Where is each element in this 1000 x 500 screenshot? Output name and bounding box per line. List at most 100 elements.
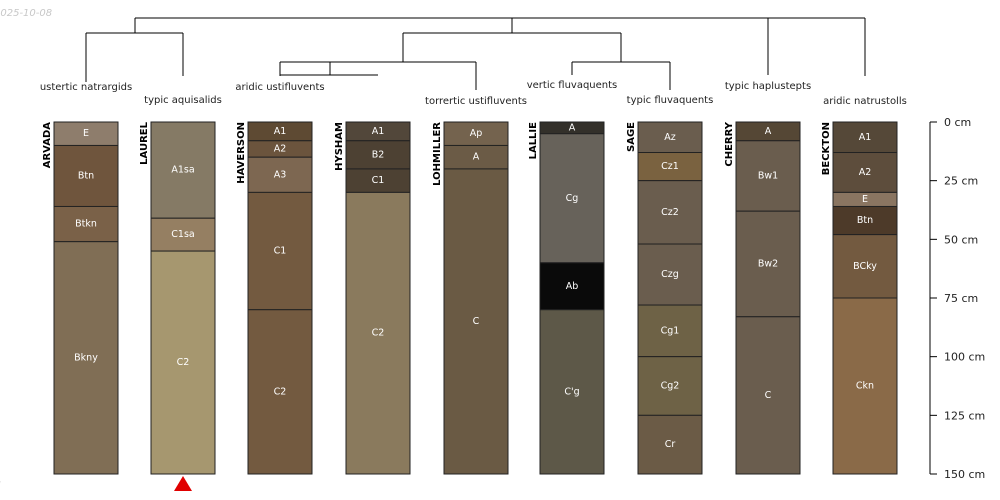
horizon-label: C bbox=[473, 316, 480, 327]
taxon-label: vertic fluvaquents bbox=[527, 80, 618, 91]
horizon-label: Bkny bbox=[74, 352, 98, 363]
profile-cherry: A Bw1 Bw2 C CHERRY bbox=[724, 121, 801, 475]
horizon-c2 bbox=[150, 250, 216, 475]
horizon-label: C1 bbox=[372, 175, 385, 186]
horizon-btn bbox=[832, 205, 898, 236]
horizon-label: C'g bbox=[564, 386, 579, 397]
horizon-label: A bbox=[765, 126, 772, 137]
corner-mark: l bbox=[0, 481, 1, 491]
horizon-bw2 bbox=[735, 210, 801, 318]
horizon-label: C1sa bbox=[171, 229, 194, 240]
horizon-label: Cz2 bbox=[661, 207, 679, 218]
horizon-label: Cg1 bbox=[661, 325, 680, 336]
horizon-cg2 bbox=[637, 356, 703, 416]
profile-name: LALLIE bbox=[528, 122, 539, 160]
depth-tick-label: 50 cm bbox=[944, 233, 978, 246]
horizon-cz2 bbox=[637, 180, 703, 245]
horizon-label: Bw1 bbox=[758, 170, 778, 181]
horizon-label: Bw2 bbox=[758, 258, 778, 269]
horizon-label: Cr bbox=[665, 439, 676, 450]
horizon-label: Ab bbox=[566, 281, 579, 292]
depth-tick-label: 125 cm bbox=[944, 409, 985, 422]
horizon-label: A1 bbox=[274, 126, 287, 137]
depth-tick-label: 75 cm bbox=[944, 292, 978, 305]
horizon-bcky bbox=[832, 234, 898, 299]
horizon-label: A1sa bbox=[171, 165, 194, 176]
horizon-cg1 bbox=[637, 304, 703, 358]
horizon-btkn bbox=[53, 205, 119, 243]
date-stamp: 2025-10-08 bbox=[0, 8, 53, 19]
horizon-label: Ckn bbox=[856, 381, 874, 392]
dendrogram bbox=[85, 17, 866, 90]
horizon-label: A bbox=[569, 122, 576, 133]
taxon-labels: ustertic natrargids typic aquisalids aridi… bbox=[40, 80, 907, 107]
horizon-c bbox=[443, 168, 509, 475]
horizon-label: Czg bbox=[661, 269, 679, 280]
horizon-label: B2 bbox=[372, 149, 385, 160]
profile-name: ARVADA bbox=[42, 122, 53, 169]
horizon-ckn bbox=[832, 297, 898, 475]
horizon-label: C2 bbox=[274, 386, 287, 397]
horizon-cz1 bbox=[637, 152, 703, 182]
depth-tick-label: 100 cm bbox=[944, 351, 985, 364]
horizon-c2 bbox=[345, 191, 411, 475]
profile-columns: E Btn Btkn Bkny ARVADA A1sa C1sa C2 LAUREL A1 A2 A3… bbox=[42, 121, 898, 491]
taxon-label: ustertic natrargids bbox=[40, 82, 132, 93]
profile-beckton: A1 A2 E Btn BCky Ckn BECKTON bbox=[821, 121, 898, 475]
horizon-label: Ap bbox=[470, 128, 483, 139]
profile-haverson: A1 A2 A3 C1 C2 HAVERSON bbox=[236, 121, 313, 475]
profile-lohmiller: Ap A C LOHMILLER bbox=[432, 121, 509, 475]
horizon-czg bbox=[637, 243, 703, 306]
profile-name: BECKTON bbox=[821, 122, 832, 175]
profile-lallie: A Cg Ab C'g LALLIE bbox=[528, 121, 605, 475]
horizon-cr bbox=[637, 414, 703, 475]
horizon-c2 bbox=[247, 309, 313, 475]
horizon-label: A bbox=[473, 152, 480, 163]
horizon-label: E bbox=[862, 194, 868, 205]
profile-name: LOHMILLER bbox=[432, 122, 443, 186]
horizon-a1 bbox=[832, 121, 898, 154]
horizon-label: Az bbox=[664, 132, 676, 143]
horizon-label: A2 bbox=[274, 143, 287, 154]
depth-tick-label: 0 cm bbox=[944, 116, 971, 129]
horizon-label: Btkn bbox=[75, 219, 97, 230]
horizon-label: C bbox=[765, 390, 772, 401]
horizon-cg bbox=[539, 309, 605, 475]
horizon-btn bbox=[53, 144, 119, 207]
horizon-bkny bbox=[53, 241, 119, 475]
profile-name: HAVERSON bbox=[236, 122, 247, 184]
horizon-cg bbox=[539, 133, 605, 264]
profile-name: CHERRY bbox=[724, 121, 735, 166]
horizon-label: Cz1 bbox=[661, 161, 679, 172]
profile-sage: Az Cz1 Cz2 Czg Cg1 Cg2 Cr SAGE bbox=[626, 121, 703, 475]
horizon-label: A1 bbox=[372, 126, 385, 137]
depth-tick-label: 25 cm bbox=[944, 175, 978, 188]
selected-profile-marker-icon bbox=[174, 476, 192, 491]
profile-name: HYSHAM bbox=[334, 122, 345, 171]
horizon-b2 bbox=[345, 140, 411, 170]
taxon-label: typic aquisalids bbox=[144, 95, 222, 106]
horizon-label: C2 bbox=[177, 357, 190, 368]
horizon-label: Btn bbox=[78, 170, 94, 181]
horizon-label: C1 bbox=[274, 246, 287, 257]
taxon-label: typic haplustepts bbox=[725, 81, 811, 92]
horizon-ab bbox=[539, 262, 605, 311]
horizon-label: Btn bbox=[857, 215, 873, 226]
profile-laurel: A1sa C1sa C2 LAUREL bbox=[139, 121, 216, 491]
profile-hysham: A1 B2 C1 C2 HYSHAM bbox=[334, 121, 411, 475]
horizon-label: A1 bbox=[859, 132, 872, 143]
horizon-az bbox=[637, 121, 703, 154]
depth-axis: 0 cm 25 cm 50 cm 75 cm 100 cm 125 cm 150 cm bbox=[929, 116, 985, 481]
profile-name: LAUREL bbox=[139, 121, 150, 164]
horizon-label: Cg bbox=[566, 193, 579, 204]
taxon-label: aridic ustifluvents bbox=[235, 82, 324, 93]
taxon-label: typic fluvaquents bbox=[627, 95, 714, 106]
horizon-label: Cg2 bbox=[661, 381, 680, 392]
profile-arvada: E Btn Btkn Bkny ARVADA bbox=[42, 121, 119, 475]
depth-tick-label: 150 cm bbox=[944, 468, 985, 481]
horizon-label: A2 bbox=[859, 167, 872, 178]
horizon-label: BCky bbox=[853, 261, 877, 272]
horizon-c bbox=[735, 316, 801, 475]
profile-name: SAGE bbox=[626, 122, 637, 152]
